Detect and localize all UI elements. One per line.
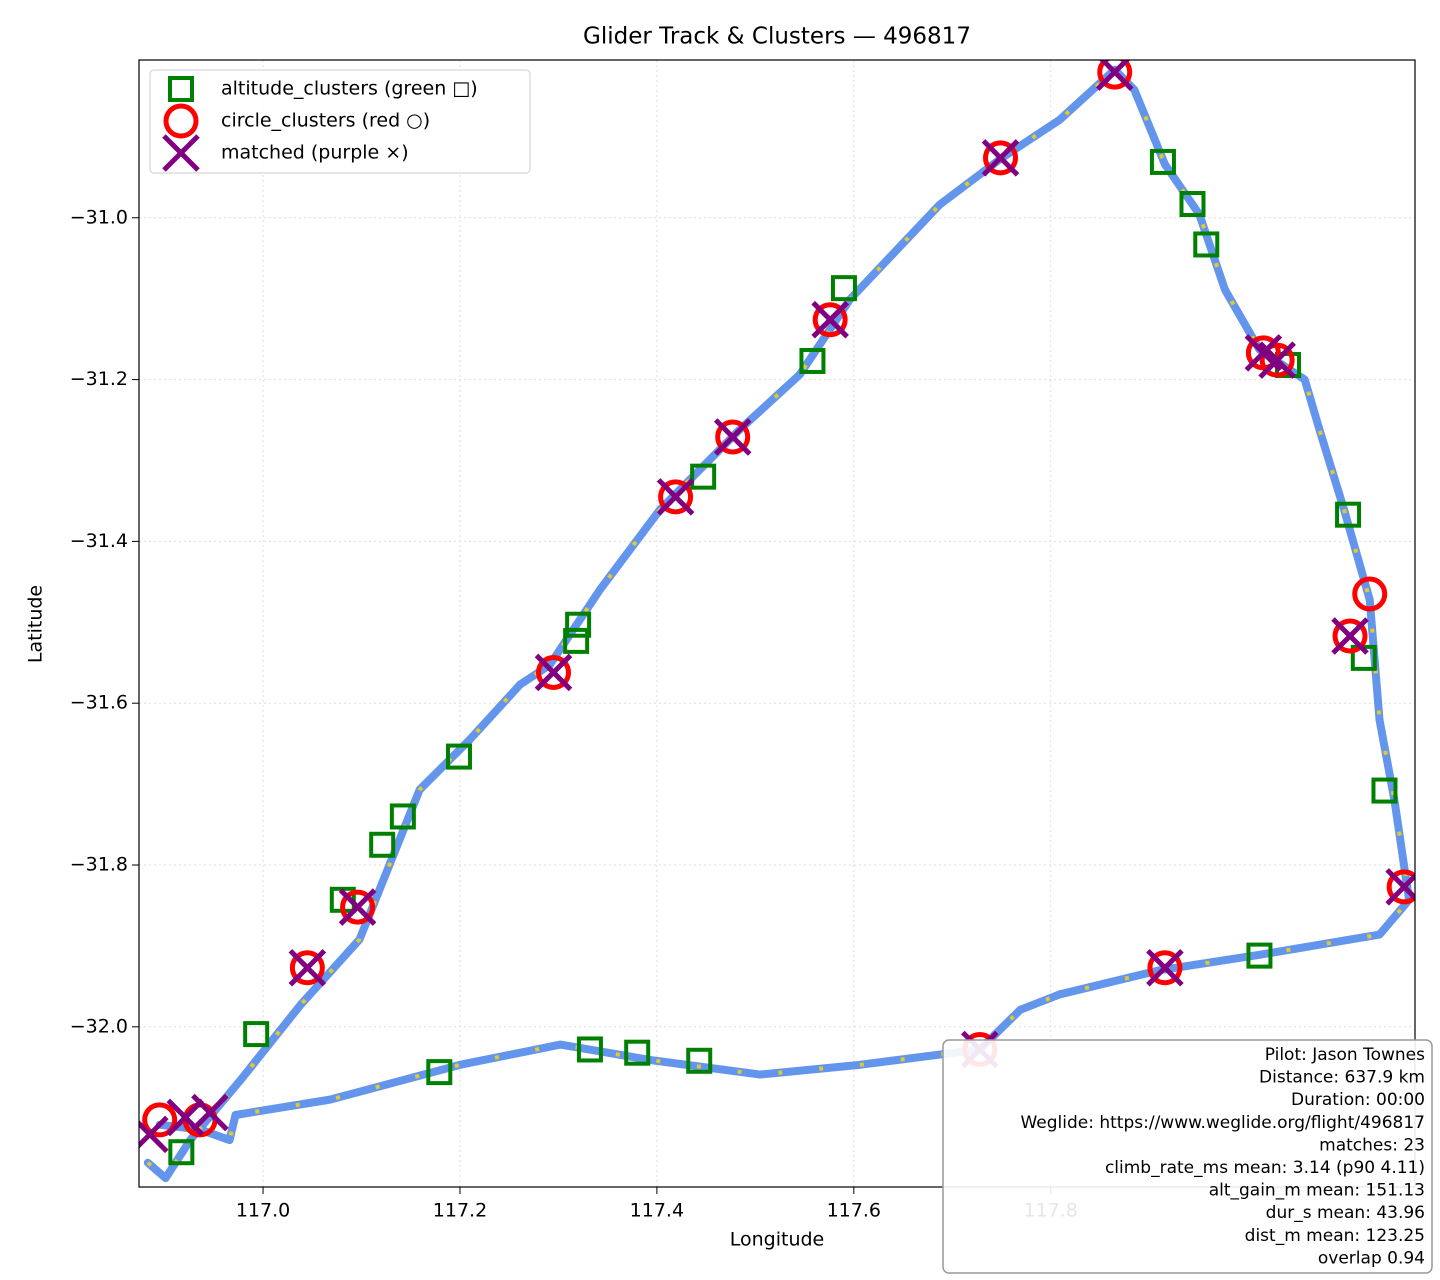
matched-marker (713, 418, 752, 456)
altitude-cluster (243, 1021, 270, 1048)
altitude-cluster (624, 1039, 651, 1066)
info-line: alt_gain_m mean: 151.13 (1209, 1181, 1425, 1201)
matched-marker (981, 139, 1020, 177)
matched-marker (288, 948, 327, 987)
y-tick-label: −31.6 (70, 692, 128, 714)
matched-marker (139, 1115, 169, 1154)
circle-cluster (1147, 950, 1183, 986)
circle-cluster (1352, 576, 1388, 612)
plot-frame (138, 59, 1416, 1188)
info-line: Distance: 637.9 km (1259, 1068, 1425, 1088)
y-tick-label: −31.8 (70, 854, 128, 876)
altitude-cluster (369, 831, 396, 858)
circle-cluster (536, 654, 572, 690)
matched-marker (1385, 868, 1415, 906)
circle-cluster (1332, 618, 1368, 654)
circle-cluster (1097, 60, 1133, 90)
legend-label: circle_clusters (red ○) (221, 110, 430, 132)
matched-marker (1331, 617, 1369, 655)
info-line: climb_rate_ms mean: 3.14 (p90 4.11) (1105, 1158, 1425, 1178)
altitude-cluster (426, 1059, 453, 1086)
circle-cluster (1386, 869, 1415, 905)
altitude-cluster (1246, 942, 1273, 969)
matched-marker (1095, 60, 1134, 91)
altitude-cluster (1371, 777, 1398, 804)
altitude-cluster (445, 743, 472, 770)
altitude-cluster (565, 611, 592, 638)
plot-area (139, 60, 1415, 1183)
altitude-cluster (389, 803, 416, 830)
matched-marker (1146, 948, 1184, 987)
chart-title: Glider Track & Clusters — 496817 (583, 24, 971, 50)
x-axis-label: Longitude (730, 1229, 825, 1251)
altitude-cluster (1149, 148, 1176, 175)
circle-cluster (715, 419, 751, 455)
altitude-cluster (1179, 191, 1206, 218)
matched-marker (162, 134, 200, 172)
circle-cluster (340, 889, 376, 925)
info-line: dur_s mean: 43.96 (1266, 1203, 1425, 1223)
y-tick-label: −31.0 (70, 206, 128, 228)
circle-cluster (982, 140, 1018, 176)
altitude-cluster (830, 275, 857, 302)
matched-marker (191, 1093, 229, 1132)
matched-marker (338, 888, 377, 926)
legend-label: altitude_clusters (green □) (221, 78, 478, 100)
x-tick-label: 117.0 (236, 1200, 290, 1222)
info-line: overlap 0.94 (1318, 1248, 1425, 1268)
circle-cluster (289, 950, 325, 986)
matched-marker (811, 300, 849, 339)
info-line: Pilot: Jason Townes (1265, 1045, 1425, 1065)
altitude-cluster (1335, 501, 1362, 528)
circle-cluster (163, 103, 199, 139)
altitude-cluster (168, 1139, 195, 1166)
x-tick-label: 117.6 (827, 1200, 881, 1222)
altitude-cluster (576, 1036, 603, 1063)
altitude-cluster (799, 347, 826, 374)
matched-marker (656, 478, 695, 516)
x-tick-label: 117.2 (433, 1200, 487, 1222)
matched-marker (1258, 341, 1296, 379)
circle-cluster (1259, 342, 1295, 378)
legend-box (149, 69, 531, 174)
y-tick-label: −32.0 (70, 1015, 128, 1037)
x-tick-label: 117.4 (630, 1200, 684, 1222)
altitude-cluster (563, 627, 590, 654)
circle-cluster (812, 302, 848, 338)
altitude-cluster (168, 76, 194, 102)
y-tick-label: −31.2 (70, 368, 128, 390)
altitude-cluster (690, 463, 717, 490)
info-line: matches: 23 (1319, 1135, 1425, 1155)
info-line: dist_m mean: 123.25 (1245, 1226, 1425, 1246)
circle-cluster (142, 1102, 178, 1138)
info-line: Duration: 00:00 (1291, 1090, 1425, 1110)
info-line: Weglide: https://www.weglide.org/flight/… (1020, 1113, 1425, 1133)
circle-cluster (658, 479, 694, 515)
altitude-cluster (686, 1047, 713, 1074)
y-axis-label: Latitude (25, 585, 47, 663)
info-box (942, 1039, 1433, 1274)
legend-label: matched (purple ×) (221, 142, 409, 164)
altitude-cluster (1193, 231, 1220, 258)
y-tick-label: −31.4 (70, 530, 128, 552)
matched-marker (534, 653, 573, 692)
